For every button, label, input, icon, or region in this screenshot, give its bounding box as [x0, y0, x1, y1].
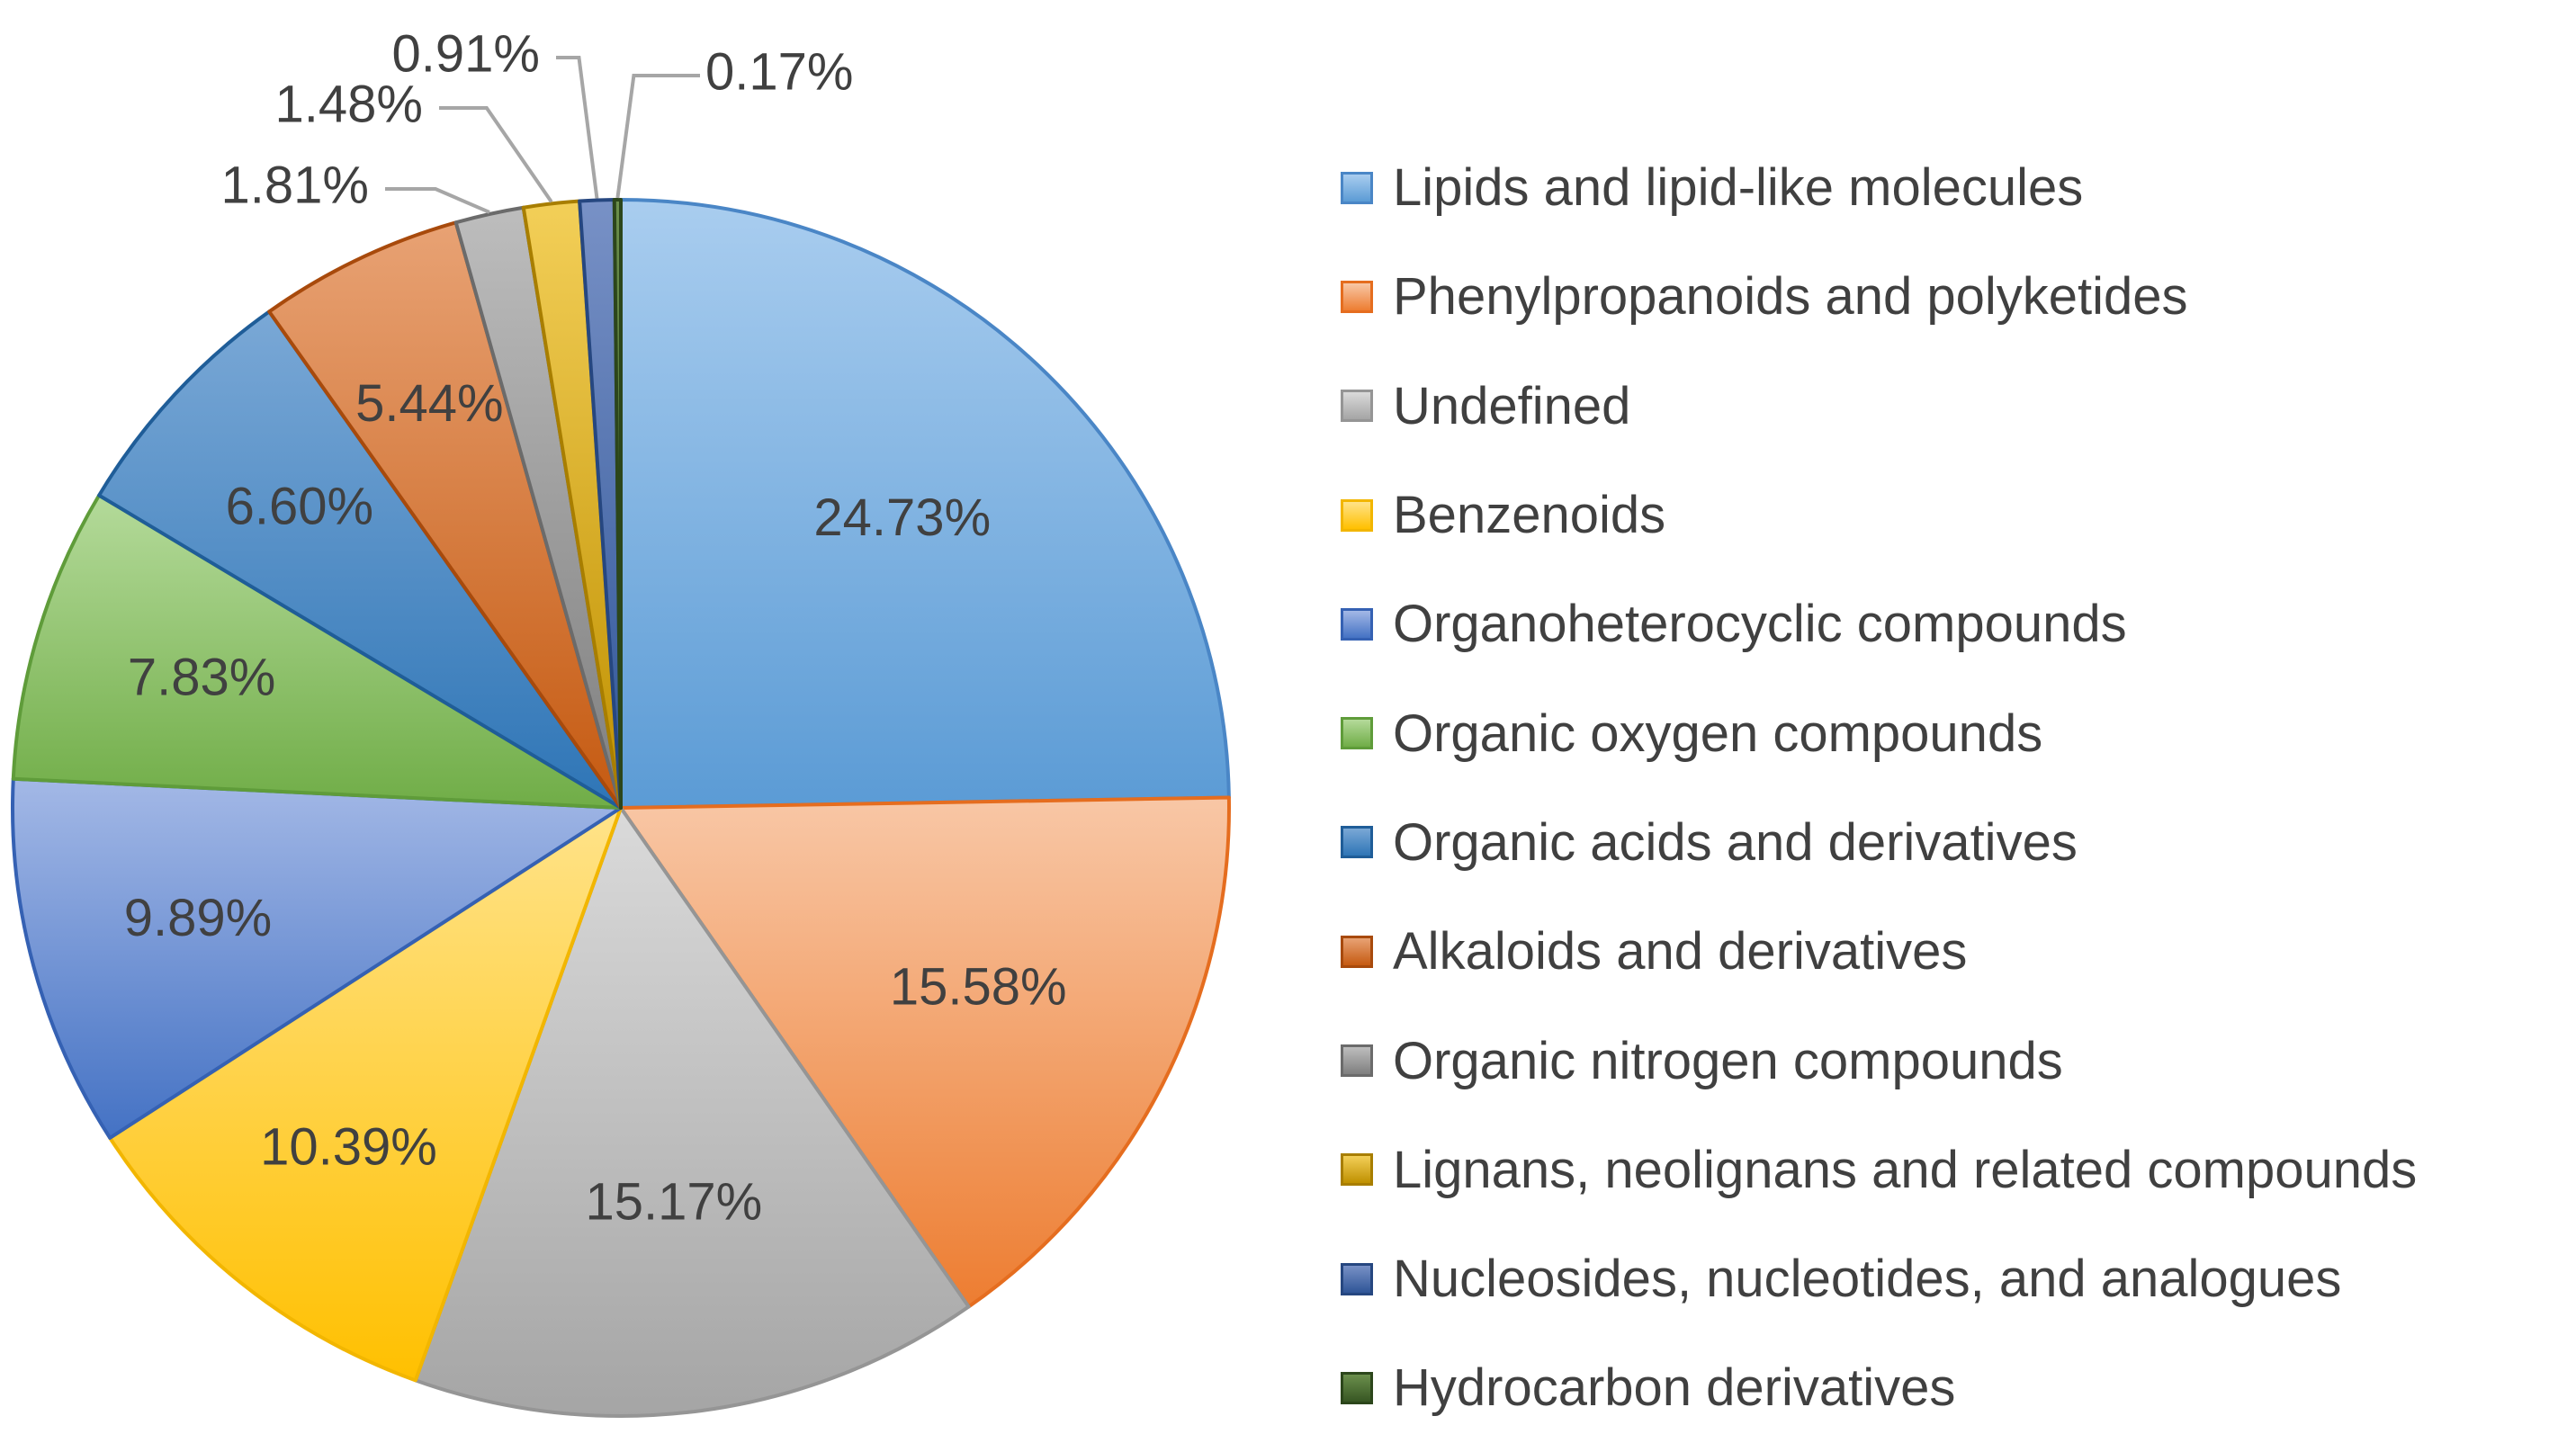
slice-benzenoids — [108, 806, 623, 1383]
slice-organic-oxygen-compounds — [11, 493, 623, 810]
slice-lipids-and-lipid-like-molecules — [619, 198, 1231, 810]
legend-label: Phenylpropanoids and polyketides — [1393, 267, 2188, 327]
legend-swatch — [1341, 498, 1373, 532]
slice-phenylpropanoids-and-polyketides — [619, 795, 1231, 1309]
leader-lines — [385, 56, 700, 214]
slice-label-nucleosides-nucleotides-and-analogues: 0.91% — [392, 24, 540, 83]
legend-item-lignans-neolignans-and-related-compounds: Lignans, neolignans and related compound… — [1341, 1116, 2564, 1224]
legend-item-undefined: Undefined — [1341, 352, 2564, 461]
legend: Lipids and lipid-like molecules Phenylpro… — [1341, 133, 2564, 1443]
slice-label-organic-oxygen-compounds: 7.83% — [128, 648, 275, 706]
slice-label-lignans-neolignans-and-related-compounds: 1.48% — [275, 75, 423, 133]
legend-item-lipids-and-lipid-like-molecules: Lipids and lipid-like molecules — [1341, 133, 2564, 242]
pie-slices — [11, 198, 1231, 1418]
slice-label-organic-acids-and-derivatives: 6.60% — [226, 478, 373, 536]
leader-line-nucleosides-nucleotides-and-analogues — [556, 56, 599, 199]
legend-item-organic-oxygen-compounds: Organic oxygen compounds — [1341, 678, 2564, 787]
legend-label: Organic nitrogen compounds — [1393, 1031, 2063, 1090]
legend-swatch — [1341, 935, 1373, 968]
legend-item-organic-nitrogen-compounds: Organic nitrogen compounds — [1341, 1006, 2564, 1115]
slice-organoheterocyclic-compounds — [11, 776, 623, 1140]
slice-label-phenylpropanoids-and-polyketides: 15.58% — [890, 957, 1067, 1016]
legend-label: Benzenoids — [1393, 486, 1666, 545]
legend-label: Undefined — [1393, 376, 1631, 435]
slice-label-organic-nitrogen-compounds: 1.81% — [221, 156, 369, 214]
legend-label: Lipids and lipid-like molecules — [1393, 158, 2084, 218]
legend-swatch — [1341, 1153, 1373, 1187]
legend-item-organoheterocyclic-compounds: Organoheterocyclic compounds — [1341, 569, 2564, 678]
legend-label: Organic acids and derivatives — [1393, 812, 2078, 872]
slice-alkaloids-and-derivatives — [267, 220, 623, 810]
legend-swatch — [1341, 607, 1373, 641]
legend-item-alkaloids-and-derivatives: Alkaloids and derivatives — [1341, 897, 2564, 1006]
legend-swatch — [1341, 826, 1373, 859]
legend-swatch — [1341, 171, 1373, 204]
legend-swatch — [1341, 717, 1373, 750]
slice-label-lipids-and-lipid-like-molecules: 24.73% — [813, 488, 991, 547]
legend-label: Organic oxygen compounds — [1393, 704, 2043, 763]
slice-labels: 24.73% 15.58% 15.17% 10.39% 9.89% 7.83% 6.60% 5… — [124, 24, 1067, 1231]
slice-label-hydrocarbon-derivatives: 0.17% — [705, 42, 853, 101]
legend-swatch — [1341, 390, 1373, 423]
legend-swatch — [1341, 1262, 1373, 1295]
slice-hydrocarbon-derivatives — [612, 198, 623, 810]
leader-line-lignans-neolignans-and-related-compounds — [439, 106, 553, 203]
legend-swatch — [1341, 1044, 1373, 1078]
slice-label-alkaloids-and-derivatives: 5.44% — [355, 374, 503, 433]
slice-undefined — [413, 806, 971, 1418]
legend-swatch — [1341, 280, 1373, 313]
legend-item-phenylpropanoids-and-polyketides: Phenylpropanoids and polyketides — [1341, 242, 2564, 351]
legend-label: Lignans, neolignans and related compound… — [1393, 1140, 2418, 1199]
legend-swatch — [1341, 1371, 1373, 1404]
pie-chart: 24.73% 15.58% 15.17% 10.39% 9.89% 7.83% 6.60% 5… — [11, 24, 1231, 1418]
legend-item-organic-acids-and-derivatives: Organic acids and derivatives — [1341, 788, 2564, 897]
leader-line-hydrocarbon-derivatives — [615, 74, 700, 199]
legend-item-nucleosides-nucleotides-and-analogues: Nucleosides, nucleotides, and analogues — [1341, 1224, 2564, 1333]
legend-label: Organoheterocyclic compounds — [1393, 595, 2127, 654]
slice-label-undefined: 15.17% — [585, 1173, 762, 1232]
slice-label-benzenoids: 10.39% — [260, 1118, 437, 1177]
legend-item-hydrocarbon-derivatives: Hydrocarbon derivatives — [1341, 1333, 2564, 1442]
legend-label: Alkaloids and derivatives — [1393, 922, 1968, 981]
slice-label-organoheterocyclic-compounds: 9.89% — [124, 889, 272, 947]
slice-organic-acids-and-derivatives — [97, 309, 623, 810]
legend-label: Nucleosides, nucleotides, and analogues — [1393, 1250, 2342, 1309]
leader-line-organic-nitrogen-compounds — [385, 187, 490, 214]
legend-item-benzenoids: Benzenoids — [1341, 461, 2564, 569]
legend-label: Hydrocarbon derivatives — [1393, 1358, 1956, 1418]
